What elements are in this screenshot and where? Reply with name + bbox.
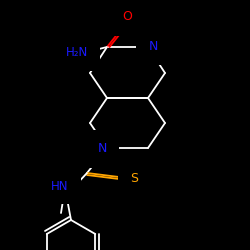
Text: N: N [97,142,107,156]
Text: HN: HN [51,180,69,192]
Text: S: S [130,172,138,184]
Text: O: O [122,10,132,24]
Text: N: N [148,40,158,52]
Text: H₂N: H₂N [66,46,88,60]
